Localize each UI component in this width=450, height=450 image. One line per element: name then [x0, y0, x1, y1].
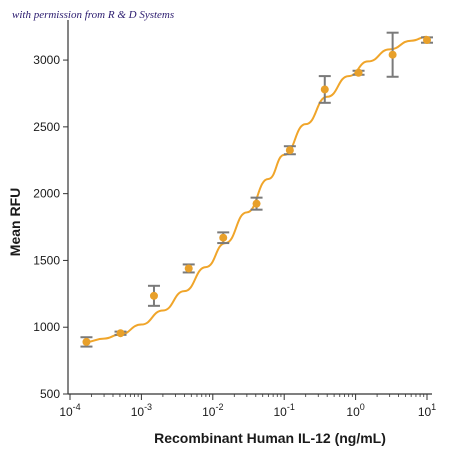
data-point	[149, 291, 158, 300]
data-point	[82, 337, 91, 346]
data-point	[354, 68, 363, 77]
y-tick-label: 500	[40, 387, 60, 401]
data-point	[184, 264, 193, 273]
axis-titles: Recombinant Human IL-12 (ng/mL) Mean RFU	[7, 188, 386, 446]
data-point	[116, 329, 125, 338]
axes	[67, 20, 432, 395]
y-axis-title: Mean RFU	[7, 188, 23, 256]
axis-ticks: 500 1000 1500 2000 2500 3000 10-4 10-3 10-2 10-1 1…	[33, 53, 436, 419]
x-tick-label: 10-1	[274, 402, 295, 419]
data-point	[423, 36, 431, 45]
x-tick-label: 10-4	[59, 402, 80, 419]
data-point	[219, 233, 228, 242]
data-point	[252, 199, 261, 208]
x-tick-label: 10-3	[131, 402, 152, 419]
x-tick-label: 100	[346, 402, 364, 419]
y-tick-label: 2000	[33, 187, 60, 201]
error-bars	[80, 31, 433, 348]
data-points	[82, 36, 431, 346]
y-tick-label: 1500	[33, 253, 60, 267]
data-point	[285, 146, 294, 155]
data-point	[388, 50, 397, 59]
x-tick-label: 101	[418, 402, 436, 419]
permission-caption: with permission from R & D Systems	[12, 9, 175, 21]
fit-curve-layer	[86, 35, 428, 343]
y-tick-label: 1000	[33, 320, 60, 334]
x-axis-title: Recombinant Human IL-12 (ng/mL)	[154, 430, 386, 446]
y-tick-label: 2500	[33, 120, 60, 134]
y-tick-label: 3000	[33, 53, 60, 67]
fit-curve	[86, 35, 428, 343]
x-tick-label: 10-2	[202, 402, 223, 419]
data-point	[320, 85, 329, 94]
